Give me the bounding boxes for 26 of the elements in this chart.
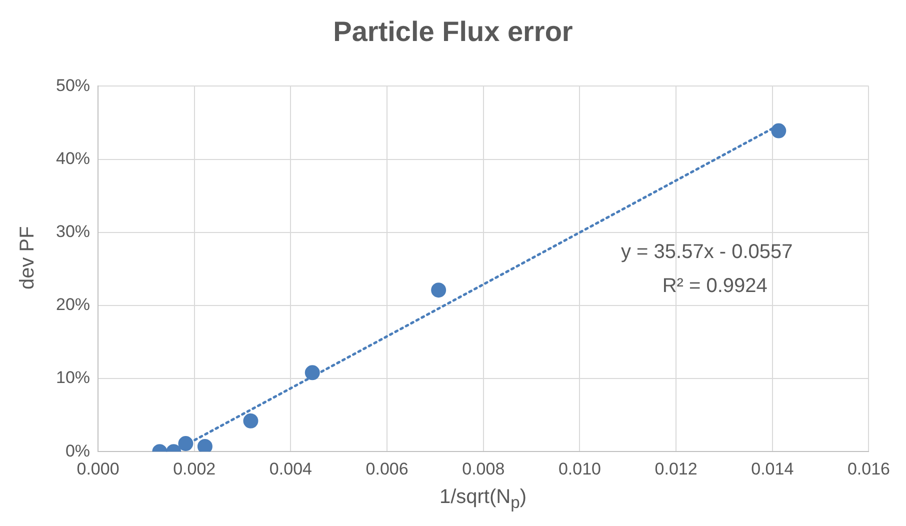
y-tick-label: 0% bbox=[65, 441, 90, 460]
x-tick-label: 0.006 bbox=[366, 459, 408, 478]
annotation: y = 35.57x - 0.0557 bbox=[620, 240, 793, 263]
y-tick-label: 50% bbox=[56, 76, 90, 95]
x-tick-label: 0.014 bbox=[751, 459, 794, 478]
point bbox=[771, 123, 786, 138]
point bbox=[304, 365, 320, 380]
y-axis-title: dev PF bbox=[16, 226, 40, 290]
y-tick-label: 40% bbox=[56, 148, 90, 168]
x-tick-label: 0.010 bbox=[558, 459, 601, 478]
x-tick-label: 0.000 bbox=[76, 459, 120, 478]
y-tick-label: 20% bbox=[56, 295, 90, 314]
x-tick-label: 0.016 bbox=[847, 459, 890, 478]
point bbox=[431, 282, 446, 298]
y-tick-label: 30% bbox=[56, 222, 90, 242]
y-tick-label: 10% bbox=[56, 368, 90, 388]
x-tick-label: 0.008 bbox=[462, 459, 505, 478]
x-tick-label: 0.002 bbox=[173, 459, 216, 478]
x-axis-title: 1/sqrt(N$_{p}$) bbox=[438, 486, 528, 513]
point bbox=[243, 413, 258, 428]
point bbox=[197, 438, 212, 452]
point bbox=[178, 436, 194, 452]
x-tick-label: 0.012 bbox=[654, 459, 698, 478]
annotation: R² = 0.9924 bbox=[662, 274, 768, 297]
chart-title: Particle Flux error bbox=[332, 16, 574, 48]
x-tick-label: 0.004 bbox=[269, 459, 312, 478]
